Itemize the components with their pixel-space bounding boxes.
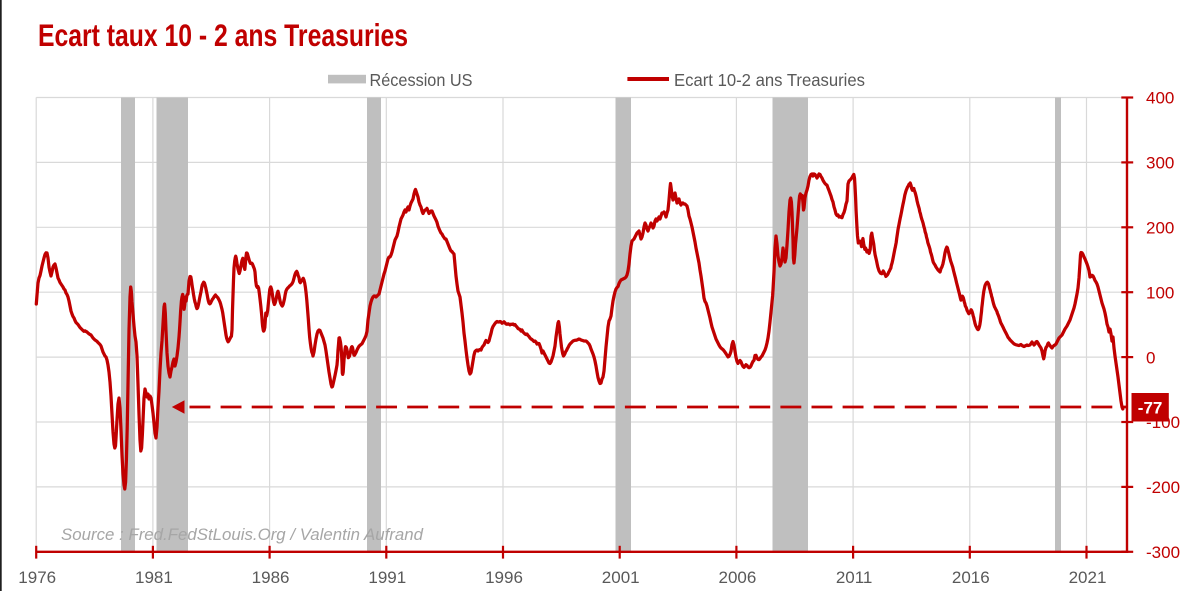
svg-text:-300: -300	[1146, 543, 1180, 562]
svg-text:0: 0	[1146, 348, 1155, 367]
svg-text:1996: 1996	[485, 568, 523, 587]
svg-text:1976: 1976	[18, 568, 56, 587]
svg-text:2011: 2011	[836, 568, 873, 587]
svg-text:Ecart taux 10 - 2 ans Treasuri: Ecart taux 10 - 2 ans Treasuries	[38, 17, 408, 53]
svg-text:Ecart 10-2 ans Treasuries: Ecart 10-2 ans Treasuries	[674, 70, 865, 90]
svg-text:Récession US: Récession US	[370, 70, 473, 90]
svg-text:200: 200	[1146, 219, 1174, 238]
svg-text:-77: -77	[1138, 398, 1163, 417]
svg-text:2016: 2016	[952, 568, 990, 587]
svg-text:-100: -100	[1146, 413, 1180, 432]
svg-text:Source : Fred.FedStLouis.Org /: Source : Fred.FedStLouis.Org / Valentin …	[61, 525, 424, 544]
svg-text:1991: 1991	[368, 568, 406, 587]
svg-text:-200: -200	[1146, 478, 1180, 497]
svg-text:2001: 2001	[602, 568, 640, 587]
svg-text:300: 300	[1146, 154, 1174, 173]
svg-text:100: 100	[1146, 283, 1174, 302]
svg-text:1986: 1986	[252, 568, 290, 587]
svg-text:400: 400	[1146, 89, 1174, 108]
svg-text:2006: 2006	[718, 568, 756, 587]
svg-text:2021: 2021	[1069, 568, 1107, 587]
svg-text:1981: 1981	[135, 568, 173, 587]
